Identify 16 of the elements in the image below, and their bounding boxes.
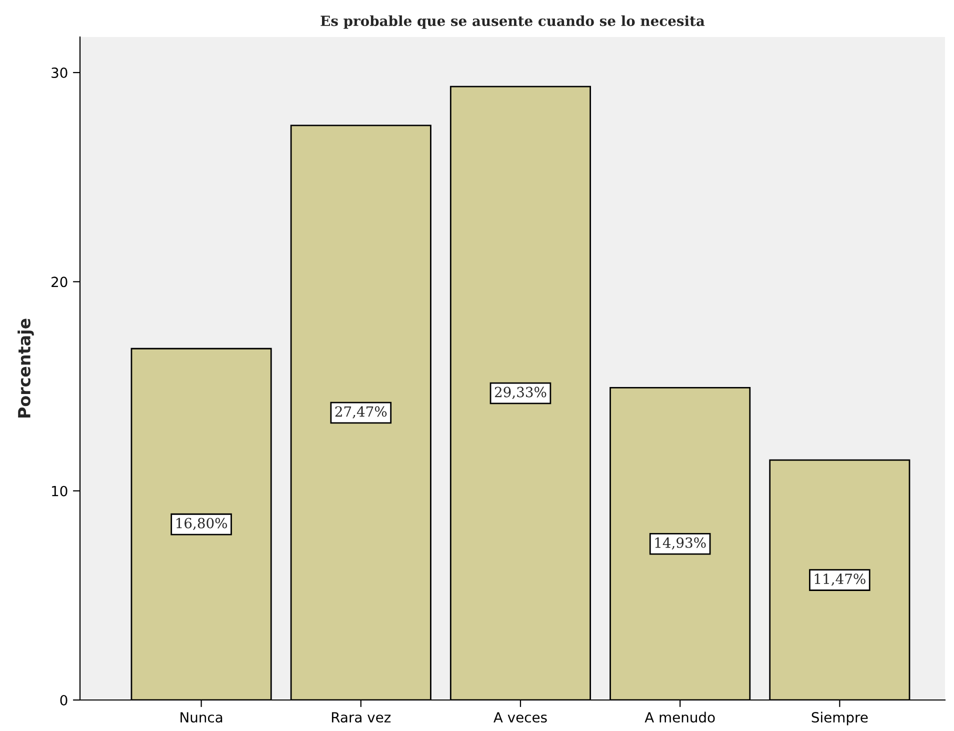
y-tick-label: 10 — [52, 486, 68, 496]
y-axis-title: Porcentaje — [18, 318, 34, 418]
x-tick-label: Rara vez — [332, 712, 391, 723]
x-tick-label: A menudo — [644, 712, 715, 723]
x-tick-label: A veces — [494, 712, 547, 723]
data-label: 14,93% — [655, 537, 706, 550]
data-label: 27,47% — [335, 406, 387, 418]
x-tick-label: Nunca — [180, 712, 222, 723]
x-tick-label: Siempre — [812, 712, 868, 726]
data-label: 11,47% — [814, 574, 866, 586]
y-tick-label: 30 — [52, 68, 68, 78]
data-label: 16,80% — [176, 518, 228, 530]
y-tick-label: 20 — [52, 276, 68, 288]
data-label: 29,33% — [494, 386, 546, 400]
y-tick-label: 0 — [60, 694, 68, 706]
chart-title: Es probable que se ausente cuando se lo necesita — [320, 15, 705, 29]
